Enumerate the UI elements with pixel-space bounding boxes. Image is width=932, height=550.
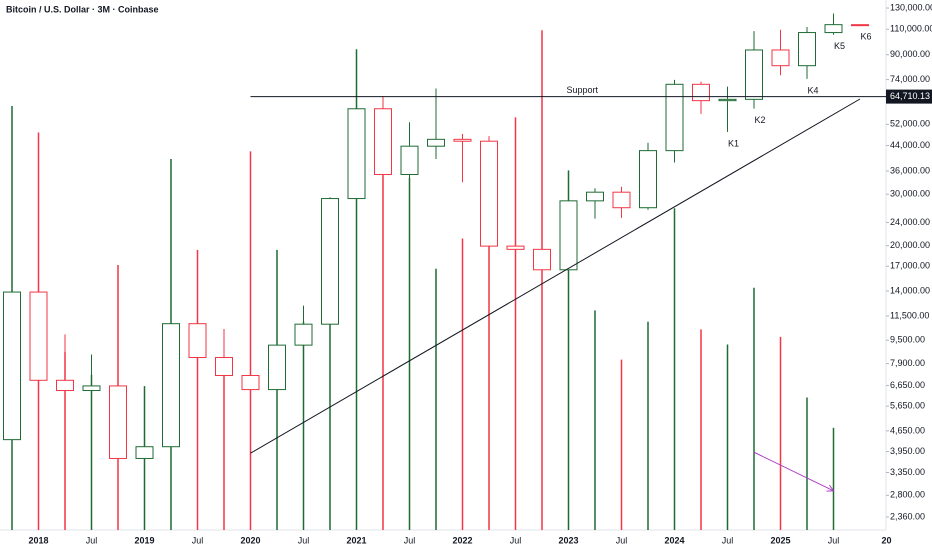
y-tick-label: 30,000.00: [890, 189, 930, 199]
y-tick-label: 4,650.00: [890, 425, 925, 435]
x-tick-label: 2023: [558, 535, 578, 545]
y-tick-label: 24,000.00: [890, 217, 930, 227]
candle-annotation: K1: [728, 138, 739, 148]
candle-body: [3, 291, 21, 441]
y-tick-label: 7,900.00: [890, 358, 925, 368]
candle-annotation: K2: [754, 115, 765, 125]
candle-body: [321, 198, 339, 325]
candle-body: [798, 32, 816, 67]
candle-annotation: K5: [834, 41, 845, 51]
x-tick-label: 2020: [240, 535, 260, 545]
candle-body: [109, 385, 127, 459]
x-tick-label: 2019: [134, 535, 154, 545]
candle-body: [718, 98, 737, 102]
candle-body: [506, 245, 525, 250]
y-tick-label: 36,000.00: [890, 165, 930, 175]
x-tick-label: 2024: [664, 535, 684, 545]
x-tick-label: Jul: [722, 535, 734, 545]
candle-body: [665, 83, 684, 152]
candle-body: [215, 356, 233, 376]
chart-title: Bitcoin / U.S. Dollar · 3M · Coinbase: [6, 4, 159, 14]
candle-body: [639, 150, 657, 209]
candle-annotation: K6: [860, 31, 871, 41]
y-tick-label: 90,000.00: [890, 49, 930, 59]
candle-body: [745, 49, 763, 100]
x-tick-label: Jul: [86, 535, 98, 545]
y-tick-label: 20,000.00: [890, 240, 930, 250]
x-tick-label: 2018: [28, 535, 48, 545]
candle-body: [162, 323, 180, 448]
candle-body: [851, 24, 869, 27]
y-tick-label: 17,000.00: [890, 261, 930, 271]
x-tick-label: 20: [881, 535, 891, 545]
candle-body: [692, 83, 710, 102]
x-tick-label: Jul: [616, 535, 628, 545]
y-tick-label: 74,000.00: [890, 74, 930, 84]
candle-body: [559, 200, 578, 271]
candle-body: [771, 49, 790, 67]
last-price-label: 64,710.13: [890, 91, 930, 101]
candle-body: [241, 374, 260, 391]
candle-body: [824, 24, 843, 34]
x-tick-label: Jul: [404, 535, 416, 545]
arrow-head: [829, 484, 834, 492]
x-tick-label: 2025: [770, 535, 790, 545]
x-tick-label: Jul: [192, 535, 204, 545]
y-tick-label: 3,950.00: [890, 446, 925, 456]
y-tick-label: 2,800.00: [890, 490, 925, 500]
y-tick-label: 9,500.00: [890, 335, 925, 345]
candle-body: [347, 108, 366, 200]
candle-body: [612, 191, 631, 209]
y-tick-label: 44,000.00: [890, 140, 930, 150]
trend-arrow: [753, 451, 834, 492]
y-tick-label: 110,000.00: [890, 24, 932, 34]
y-tick-label: 14,000.00: [890, 285, 930, 295]
trendline: [250, 98, 861, 454]
candle-body: [268, 344, 286, 391]
candle-body: [400, 145, 419, 175]
candle-body: [56, 379, 74, 392]
candle-body: [374, 108, 392, 175]
candle-body: [294, 323, 313, 346]
y-tick-label: 2,360.00: [890, 511, 925, 521]
candle-body: [533, 248, 551, 271]
candle-body: [427, 138, 445, 147]
last-price-tag: [886, 89, 932, 104]
x-tick-label: Jul: [510, 535, 522, 545]
y-tick-label: 6,650.00: [890, 380, 925, 390]
candle-body: [480, 140, 498, 247]
candle-body: [188, 323, 207, 358]
x-tick-label: 2022: [452, 535, 472, 545]
y-tick-label: 130,000.00: [890, 2, 932, 12]
candle-body: [586, 191, 604, 202]
x-tick-label: Jul: [828, 535, 840, 545]
support-label: Support: [566, 85, 598, 95]
y-tick-label: 3,350.00: [890, 467, 925, 477]
candle-body: [82, 385, 101, 392]
candle-body: [29, 291, 48, 381]
x-tick-label: 2021: [346, 535, 366, 545]
candle-annotation: K4: [807, 85, 818, 95]
candle-body: [453, 138, 472, 142]
y-tick-label: 5,650.00: [890, 401, 925, 411]
x-tick-label: Jul: [298, 535, 310, 545]
candle-body: [135, 446, 154, 459]
y-tick-label: 52,000.00: [890, 119, 930, 129]
y-tick-label: 11,500.00: [890, 310, 929, 320]
